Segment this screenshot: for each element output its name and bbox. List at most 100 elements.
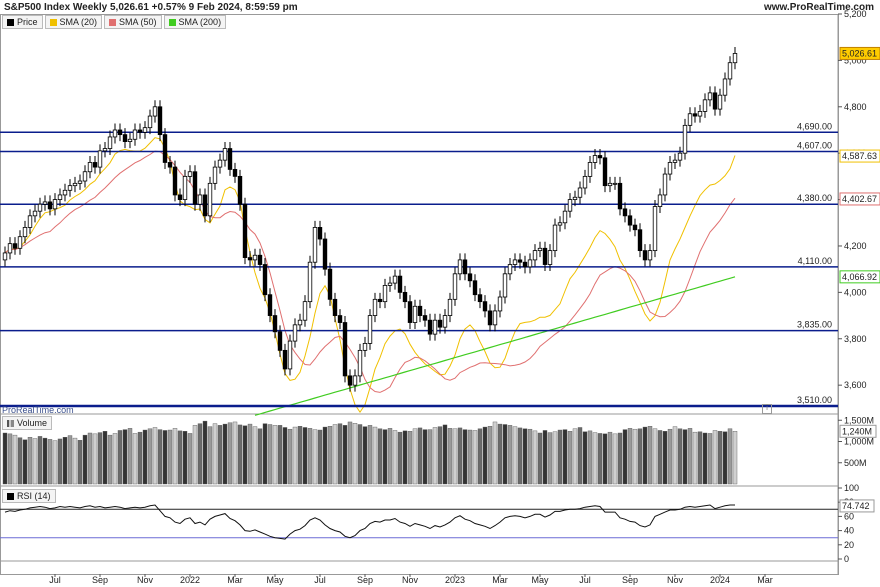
candle-body (417, 305, 423, 316)
volume-bar (437, 426, 443, 485)
candle-body (237, 175, 243, 205)
rsi-line (4, 504, 735, 540)
sma50-line (4, 150, 736, 393)
candle-body (637, 229, 643, 252)
y-tick-label-6: 4,000 (844, 287, 867, 297)
volume-bar (522, 428, 528, 485)
rsi-legend[interactable]: RSI (14) (2, 489, 56, 503)
candle-body (537, 247, 543, 252)
candle-body (147, 115, 153, 129)
volume-bar (682, 429, 688, 485)
legend-price[interactable]: Price (2, 15, 43, 29)
volume-bar (697, 431, 703, 485)
candle-body (592, 155, 598, 163)
candle-body (337, 315, 343, 323)
candle-body (172, 166, 178, 196)
volume-legend[interactable]: Volume (2, 416, 53, 430)
volume-bar (482, 426, 488, 485)
volume-bar (72, 437, 78, 485)
candle-body (367, 315, 373, 344)
candle-body (527, 259, 533, 268)
candle-body (317, 227, 323, 240)
chart-frame (0, 14, 839, 575)
candle-body (557, 222, 563, 226)
candle-body (212, 166, 218, 184)
candle-body (492, 310, 498, 326)
volume-bar (97, 432, 103, 485)
candle-body (387, 282, 393, 286)
rsi-tag-bg (839, 499, 875, 513)
candle-body (687, 113, 693, 126)
candle-body (2, 252, 8, 261)
volume-bar (217, 425, 223, 485)
candle-body (137, 129, 143, 133)
volume-bar (297, 426, 303, 485)
volume-bar (607, 431, 613, 485)
candle-body (482, 301, 488, 312)
candle-body (27, 215, 33, 228)
legend-sma50[interactable]: SMA (50) (104, 15, 162, 29)
volume-bar (497, 423, 503, 485)
volume-bar (502, 424, 508, 485)
candle-body (47, 201, 53, 210)
volume-bar (277, 425, 283, 485)
candle-body (287, 340, 293, 370)
volume-bar (552, 431, 558, 485)
candle-body (187, 171, 193, 177)
volume-bar (687, 428, 693, 485)
legend-sma20[interactable]: SMA (20) (44, 15, 103, 29)
volume-bar (602, 433, 608, 485)
candle-body (447, 298, 453, 316)
candle-body (107, 136, 113, 149)
rsi-tick-label-5: 0 (844, 554, 849, 564)
volume-bar (312, 429, 318, 485)
volume-bar (542, 430, 548, 485)
volume-bar (177, 430, 183, 485)
x-tick-label-2: Nov (137, 575, 154, 585)
candle-body (117, 129, 123, 136)
volume-bar (662, 431, 668, 485)
candle-body (42, 201, 48, 205)
candle-body (532, 250, 538, 261)
sma-tag-0: 4,587.63 (842, 151, 877, 161)
volume-bar (202, 420, 208, 485)
legend-sma200[interactable]: SMA (200) (163, 15, 227, 29)
x-tick-label-3: 2022 (180, 575, 200, 585)
candle-body (252, 254, 258, 261)
level-label-2: 4,380.00 (797, 193, 832, 203)
x-tick-label-0: Jul (49, 575, 61, 585)
candle-body (662, 173, 668, 196)
volume-bar (672, 426, 678, 485)
brand-link[interactable]: www.ProRealTime.com (763, 2, 874, 13)
volume-bar (332, 424, 338, 485)
volume-bar (77, 440, 83, 485)
candle-body (392, 275, 398, 284)
volume-bar (492, 421, 498, 485)
volume-bar (42, 437, 48, 485)
x-tick-label-4: Mar (227, 575, 243, 585)
candle-body (342, 322, 348, 377)
candle-body (272, 315, 278, 333)
candle-body (372, 298, 378, 316)
candle-body (142, 127, 148, 133)
volume-bar (227, 422, 233, 485)
candle-body (577, 187, 583, 198)
volume-bar (707, 433, 713, 485)
candle-body (52, 199, 58, 210)
volume-bar (52, 440, 58, 485)
info-icon[interactable]: i (762, 404, 772, 414)
candle-body (62, 189, 68, 196)
candle-body (327, 268, 333, 300)
sma-tag-bg-0 (839, 149, 880, 163)
candle-body (157, 106, 163, 136)
candle-body (477, 294, 483, 303)
candle-body (602, 157, 608, 187)
x-tick-label-12: Jul (579, 575, 591, 585)
level-label-4: 3,835.00 (797, 320, 832, 330)
candle-body (297, 319, 303, 326)
y-tick-label-8: 3,600 (844, 380, 867, 390)
candle-body (502, 273, 508, 298)
candle-body (257, 254, 263, 265)
rsi-tick-label-4: 20 (844, 540, 854, 550)
